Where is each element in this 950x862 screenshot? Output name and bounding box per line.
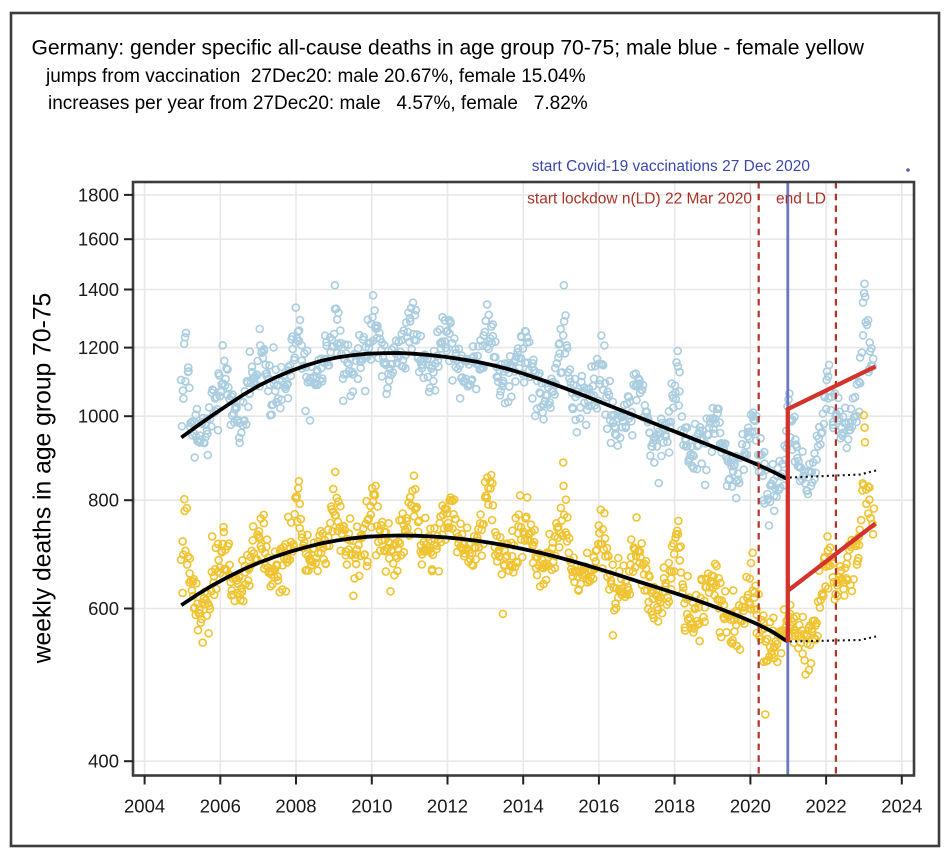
svg-text:1800: 1800 [78, 184, 119, 205]
svg-text:2014: 2014 [503, 796, 544, 817]
svg-text:800: 800 [88, 490, 119, 511]
svg-text:Germany: gender specific all-c: Germany: gender specific all-cause death… [32, 36, 865, 59]
svg-text:1000: 1000 [78, 406, 119, 427]
svg-text:1200: 1200 [78, 337, 119, 358]
svg-text:2018: 2018 [654, 796, 695, 817]
svg-text:2012: 2012 [427, 796, 468, 817]
svg-text:increases per year from 27Dec2: increases per year from 27Dec20: male 4.… [48, 93, 588, 114]
svg-text:weekly deaths in age group 70-: weekly deaths in age group 70-75 [29, 293, 56, 665]
svg-text:400: 400 [88, 751, 119, 772]
svg-text:2008: 2008 [275, 796, 316, 817]
svg-text:start lockdow n(LD) 22 Mar 202: start lockdow n(LD) 22 Mar 2020 [527, 191, 752, 208]
svg-text:2024: 2024 [881, 796, 922, 817]
svg-text:2022: 2022 [806, 796, 847, 817]
svg-text:2004: 2004 [124, 796, 165, 817]
svg-text:1400: 1400 [78, 279, 119, 300]
svg-text:2006: 2006 [200, 796, 241, 817]
svg-text:1600: 1600 [78, 229, 119, 250]
svg-text:2016: 2016 [578, 796, 619, 817]
svg-text:2010: 2010 [351, 796, 392, 817]
svg-text:start Covid-19 vaccinations 27: start Covid-19 vaccinations 27 Dec 2020 [532, 158, 811, 175]
svg-text:600: 600 [88, 598, 119, 619]
svg-text:end LD: end LD [776, 191, 826, 208]
svg-text:2020: 2020 [730, 796, 771, 817]
svg-text:jumps from vaccination 27Dec2: jumps from vaccination 27Dec20: male 20.… [45, 66, 586, 87]
